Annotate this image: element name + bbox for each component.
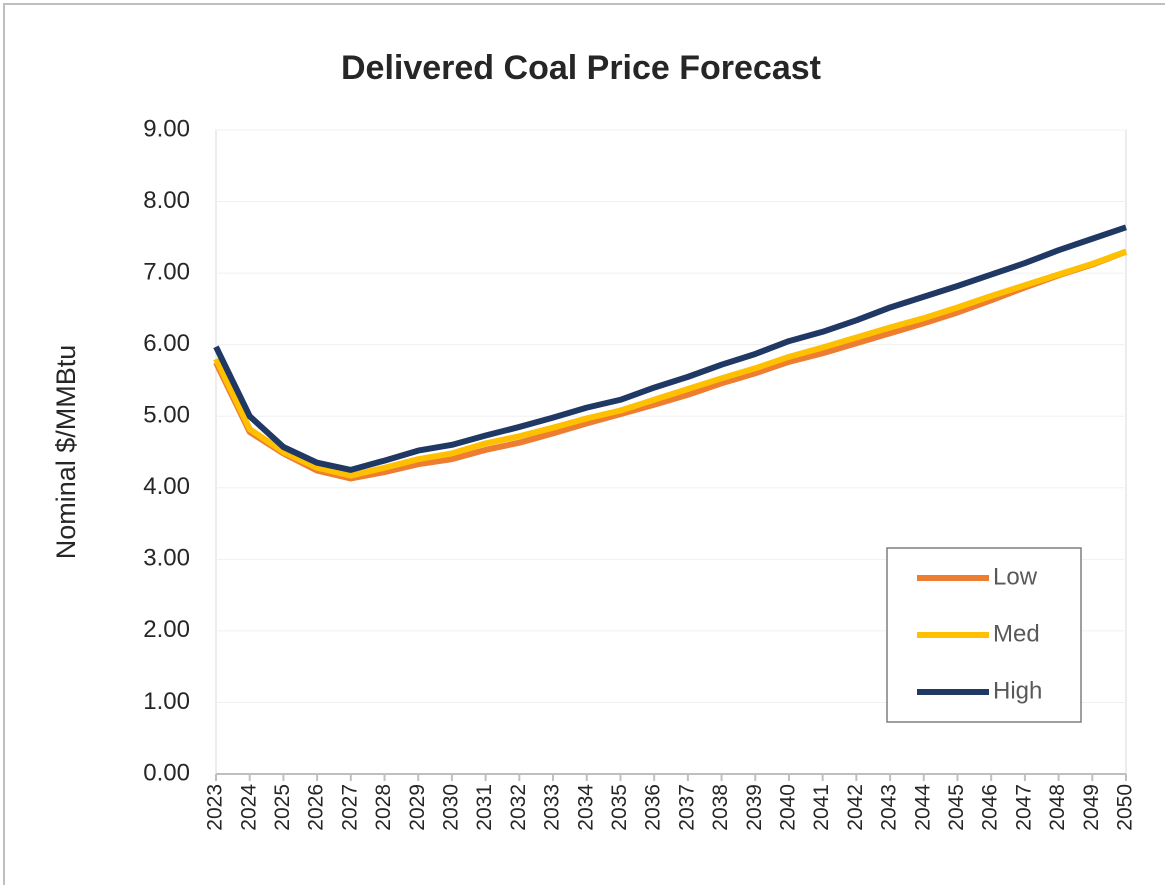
y-tick-label: 1.00 [143,688,190,715]
y-tick-label: 5.00 [143,402,190,429]
x-tick-label: 2027 [338,784,361,831]
x-tick-label: 2031 [473,784,496,831]
legend-label: High [993,677,1042,704]
y-tick-label: 2.00 [143,616,190,643]
x-tick-label: 2040 [777,784,800,831]
x-tick-label: 2046 [979,784,1002,831]
legend-label: Low [993,563,1038,590]
x-tick-label: 2039 [743,784,766,831]
y-tick-label: 7.00 [143,258,190,285]
x-tick-label: 2050 [1114,784,1137,831]
x-tick-label: 2034 [574,784,597,831]
chart-title: Delivered Coal Price Forecast [341,49,821,87]
x-tick-label: 2035 [608,784,631,831]
series-line [213,224,1127,473]
x-tick-label: 2043 [878,784,901,831]
x-tick-label: 2029 [406,784,429,831]
x-tick-label: 2025 [271,784,294,831]
y-tick-label: 8.00 [143,187,190,214]
chart-border [3,3,1165,885]
y-tick-label: 9.00 [143,115,190,142]
x-tick-label: 2028 [372,784,395,831]
x-tick-label: 2026 [305,784,328,831]
x-tick-label: 2023 [204,784,227,831]
x-tick-label: 2033 [541,784,564,831]
x-tick-label: 2047 [1012,784,1035,831]
x-tick-label: 2049 [1080,784,1103,831]
x-tick-label: 2036 [642,784,665,831]
y-tick-label: 6.00 [143,330,190,357]
x-tick-label: 2048 [1046,784,1069,831]
x-tick-label: 2042 [844,784,867,831]
x-tick-label: 2030 [439,784,462,831]
x-tick-label: 2044 [911,784,934,831]
y-tick-label: 3.00 [143,545,190,572]
x-tick-label: 2037 [675,784,698,831]
x-tick-label: 2041 [810,784,833,831]
series-line [213,248,1128,479]
legend-label: Med [993,620,1040,647]
y-axis-label: Nominal $/MMBtu [51,345,81,560]
x-tick-label: 2024 [237,784,260,831]
x-tick-label: 2038 [709,784,732,831]
y-tick-label: 4.00 [143,473,190,500]
y-tick-label: 0.00 [143,759,190,786]
series-line [213,248,1128,482]
x-tick-label: 2032 [507,784,530,831]
x-tick-label: 2045 [945,784,968,831]
